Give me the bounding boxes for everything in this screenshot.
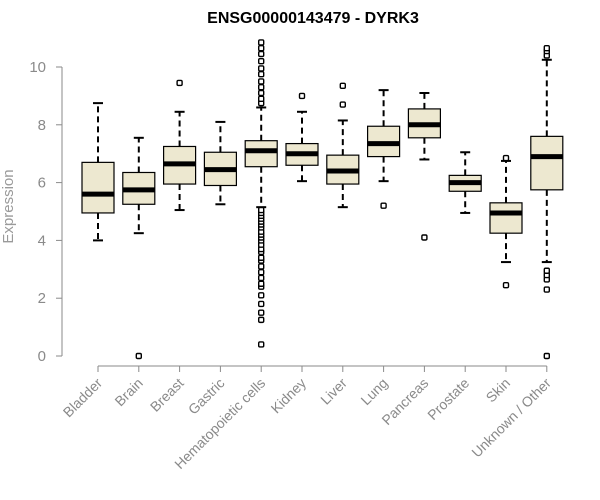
box-bladder xyxy=(81,102,115,242)
outlier-point xyxy=(421,234,428,241)
outlier-point xyxy=(176,79,183,87)
y-axis-label: Expression xyxy=(0,169,17,243)
outlier-point xyxy=(258,78,265,85)
outlier-point xyxy=(258,95,265,102)
outlier-point xyxy=(543,352,550,360)
outlier-point xyxy=(502,281,510,289)
y-tick-label: 8 xyxy=(38,117,46,134)
outlier-point xyxy=(543,45,550,52)
outlier-point xyxy=(258,274,265,282)
outlier-point xyxy=(258,71,265,78)
y-tick-label: 0 xyxy=(38,348,46,365)
box-brain xyxy=(122,136,156,360)
outlier-point xyxy=(258,292,265,299)
box-breast xyxy=(163,79,197,212)
x-category-label: Skin xyxy=(483,375,514,406)
outlier-point xyxy=(258,254,265,261)
y-tick-label: 6 xyxy=(38,175,46,192)
x-category-label: Prostate xyxy=(424,375,472,423)
outlier-point xyxy=(135,352,143,360)
outlier-point xyxy=(258,341,265,348)
box-kidney xyxy=(285,92,319,183)
outlier-point xyxy=(258,268,265,276)
x-category-label: Lung xyxy=(357,375,390,408)
outlier-point xyxy=(258,84,265,91)
box-hematopoietic-cells xyxy=(244,39,278,348)
outlier-point xyxy=(258,206,265,214)
iqr-box xyxy=(530,135,564,191)
outlier-point xyxy=(258,263,265,270)
outlier-point xyxy=(258,309,265,316)
box-lung xyxy=(367,89,401,209)
y-tick-label: 4 xyxy=(38,232,46,249)
outlier-point xyxy=(543,267,550,274)
box-unknown-other xyxy=(530,45,564,360)
box-gastric xyxy=(203,120,237,206)
y-tick-label: 2 xyxy=(38,290,46,307)
outlier-point xyxy=(258,300,265,308)
x-category-label: Bladder xyxy=(60,375,106,421)
outlier-point xyxy=(258,58,265,65)
outlier-point xyxy=(258,50,265,58)
iqr-box xyxy=(244,140,278,168)
x-category-label: Liver xyxy=(317,375,350,408)
x-category-label: Kidney xyxy=(268,375,310,417)
outlier-point xyxy=(339,101,346,108)
outlier-point xyxy=(502,154,510,162)
outlier-point xyxy=(380,202,387,209)
iqr-box xyxy=(81,161,115,214)
outlier-point xyxy=(298,92,306,100)
x-category-label: Brain xyxy=(111,375,145,409)
iqr-box xyxy=(489,202,523,234)
x-category-label: Breast xyxy=(147,375,187,415)
box-liver xyxy=(326,82,360,209)
box-pancreas xyxy=(407,92,441,241)
outlier-point xyxy=(258,45,265,52)
box-skin xyxy=(489,154,523,289)
boxes-group xyxy=(81,39,564,360)
y-axis: 0 2 4 6 8 10 xyxy=(29,59,63,365)
box-prostate xyxy=(448,151,482,214)
outlier-point xyxy=(258,280,265,287)
outlier-point xyxy=(258,39,265,46)
outlier-point xyxy=(339,82,346,89)
chart-title: ENSG00000143479 - DYRK3 xyxy=(207,10,419,27)
outlier-point xyxy=(258,89,265,97)
y-tick-label: 10 xyxy=(29,59,46,76)
outlier-point xyxy=(258,316,265,324)
outlier-point xyxy=(258,65,265,72)
outlier-point xyxy=(543,286,550,293)
